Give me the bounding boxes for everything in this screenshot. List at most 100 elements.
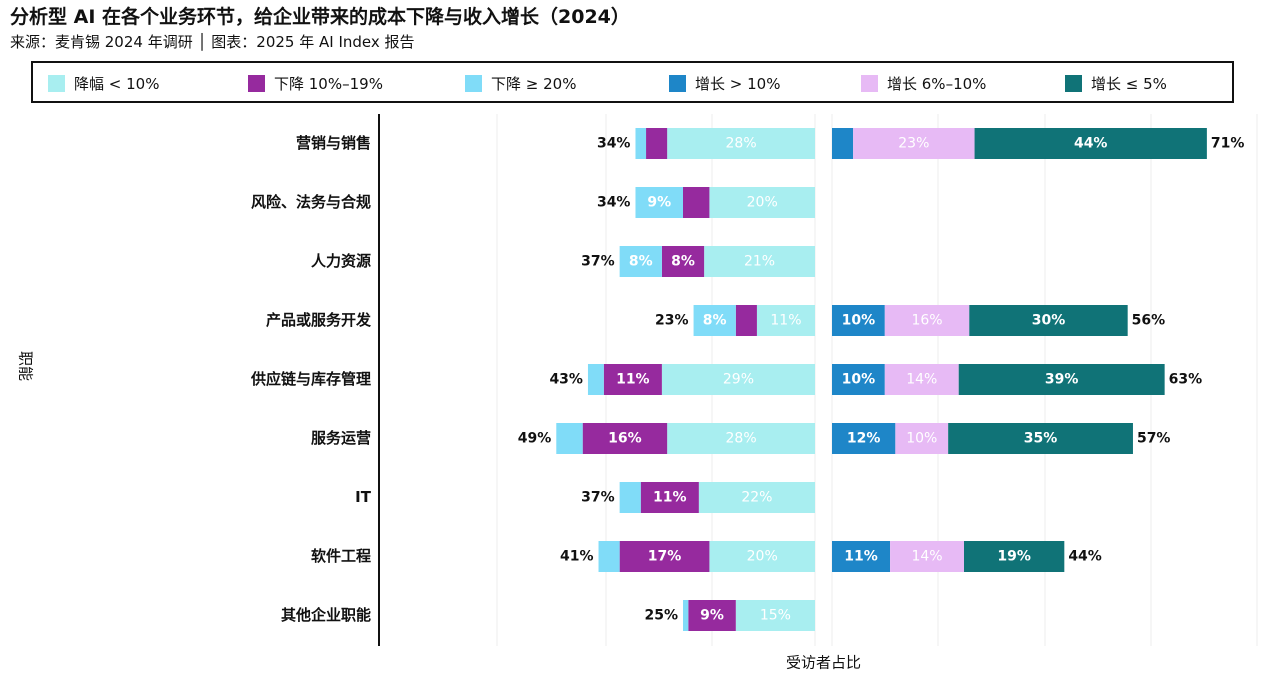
bar-revenue-segment	[832, 364, 885, 395]
data-label: 14%	[906, 372, 937, 388]
legend-swatch	[861, 75, 878, 92]
category-label: 风险、法务与合规	[251, 193, 371, 211]
data-label: 11%	[653, 490, 687, 506]
legend-item-rev-6-10: 增长 6%–10%	[861, 73, 986, 94]
bar-cost-segment	[683, 600, 689, 631]
legend-label: 增长 ≤ 5%	[1091, 75, 1167, 93]
bar-cost-segment	[693, 305, 736, 336]
cost-total-label: 34%	[597, 195, 631, 211]
cost-total-label: 25%	[644, 608, 678, 624]
bar-cost-segment	[683, 187, 710, 218]
data-label: 20%	[747, 195, 778, 211]
data-label: 28%	[726, 431, 757, 447]
data-label: 8%	[671, 254, 695, 270]
data-label: 9%	[647, 195, 671, 211]
bar-cost-segment	[598, 541, 620, 572]
legend-item-rev-gt10: 增长 > 10%	[669, 73, 780, 94]
data-label: 28%	[726, 136, 757, 152]
bar-cost-segment	[619, 541, 710, 572]
data-label: 11%	[616, 372, 650, 388]
data-label: 17%	[648, 549, 682, 565]
data-label: 22%	[741, 490, 772, 506]
bar-revenue-segment	[832, 541, 891, 572]
bar-cost-segment	[640, 482, 699, 513]
bar-cost-segment	[603, 364, 662, 395]
data-label: 35%	[1024, 431, 1058, 447]
revenue-total-label: 56%	[1132, 313, 1166, 329]
chart-legend: 降幅 < 10% 下降 10%–19% 下降 ≥ 20% 增长 > 10% 增长…	[31, 61, 1234, 103]
data-label: 11%	[770, 313, 801, 329]
y-axis-title: 职能	[17, 351, 35, 381]
data-label: 14%	[911, 549, 942, 565]
data-label: 16%	[608, 431, 642, 447]
data-label: 8%	[629, 254, 653, 270]
bar-cost-segment	[704, 246, 815, 277]
cost-total-label: 23%	[655, 313, 689, 329]
bar-cost-segment	[756, 305, 815, 336]
legend-label: 下降 10%–19%	[274, 75, 383, 93]
bar-cost-segment	[635, 128, 647, 159]
x-axis-title: 受访者占比	[786, 654, 861, 672]
legend-label: 降幅 < 10%	[74, 75, 160, 93]
legend-label: 增长 > 10%	[695, 75, 781, 93]
data-label: 23%	[898, 136, 929, 152]
data-label: 9%	[700, 608, 724, 624]
data-label: 15%	[760, 608, 791, 624]
data-label: 8%	[703, 313, 727, 329]
revenue-total-label: 71%	[1211, 136, 1245, 152]
legend-swatch	[248, 75, 265, 92]
bar-revenue-segment	[890, 541, 964, 572]
bar-revenue-segment	[884, 305, 970, 336]
bar-cost-segment	[735, 305, 757, 336]
category-label: 其他企业职能	[281, 606, 371, 624]
legend-swatch	[465, 75, 482, 92]
data-label: 10%	[906, 431, 937, 447]
data-label: 21%	[744, 254, 775, 270]
data-label: 19%	[997, 549, 1031, 565]
bar-cost-segment	[582, 423, 668, 454]
bar-cost-segment	[646, 128, 668, 159]
data-label: 20%	[747, 549, 778, 565]
bar-revenue-segment	[832, 128, 854, 159]
legend-item-cost-ge20: 下降 ≥ 20%	[465, 73, 576, 94]
bar-revenue-segment	[895, 423, 949, 454]
data-label: 39%	[1045, 372, 1079, 388]
category-label: 人力资源	[311, 252, 371, 270]
bar-cost-segment	[661, 364, 815, 395]
data-label: 44%	[1074, 136, 1108, 152]
bar-cost-segment	[688, 600, 736, 631]
category-label: 产品或服务开发	[266, 311, 372, 329]
bar-revenue-segment	[832, 305, 885, 336]
bar-cost-segment	[709, 541, 815, 572]
legend-swatch	[669, 75, 686, 92]
legend-label: 下降 ≥ 20%	[491, 75, 577, 93]
category-label: 服务运营	[311, 429, 371, 447]
legend-swatch	[1065, 75, 1082, 92]
cost-total-label: 43%	[549, 372, 583, 388]
bar-cost-segment	[735, 600, 815, 631]
legend-label: 增长 6%–10%	[887, 75, 987, 93]
bar-cost-segment	[698, 482, 815, 513]
bar-revenue-segment	[958, 364, 1165, 395]
bar-revenue-segment	[948, 423, 1133, 454]
category-label: 软件工程	[311, 547, 371, 565]
bar-cost-segment	[556, 423, 583, 454]
legend-item-rev-le5: 增长 ≤ 5%	[1065, 73, 1167, 94]
bar-cost-segment	[635, 187, 683, 218]
bar-cost-segment	[709, 187, 815, 218]
cost-total-label: 41%	[560, 549, 594, 565]
category-label: 营销与销售	[296, 134, 371, 152]
revenue-total-label: 57%	[1137, 431, 1171, 447]
chart-title: 分析型 AI 在各个业务环节，给企业带来的成本下降与收入增长（2024）	[10, 6, 630, 28]
chart-subtitle: 来源：麦肯锡 2024 年调研 │ 图表：2025 年 AI Index 报告	[10, 33, 415, 51]
bar-revenue-segment	[832, 423, 896, 454]
bar-cost-segment	[661, 246, 705, 277]
category-label: 供应链与库存管理	[250, 370, 371, 388]
bar-revenue-segment	[974, 128, 1207, 159]
data-label: 10%	[842, 372, 876, 388]
revenue-total-label: 63%	[1169, 372, 1203, 388]
data-label: 12%	[847, 431, 881, 447]
bar-revenue-segment	[884, 364, 959, 395]
bar-cost-segment	[587, 364, 604, 395]
